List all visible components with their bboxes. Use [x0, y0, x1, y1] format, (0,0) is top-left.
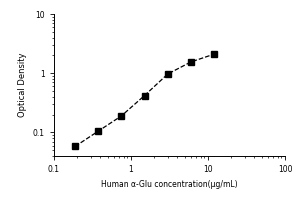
Y-axis label: Optical Density: Optical Density: [18, 53, 27, 117]
X-axis label: Human α-Glu concentration(μg/mL): Human α-Glu concentration(μg/mL): [101, 180, 238, 189]
